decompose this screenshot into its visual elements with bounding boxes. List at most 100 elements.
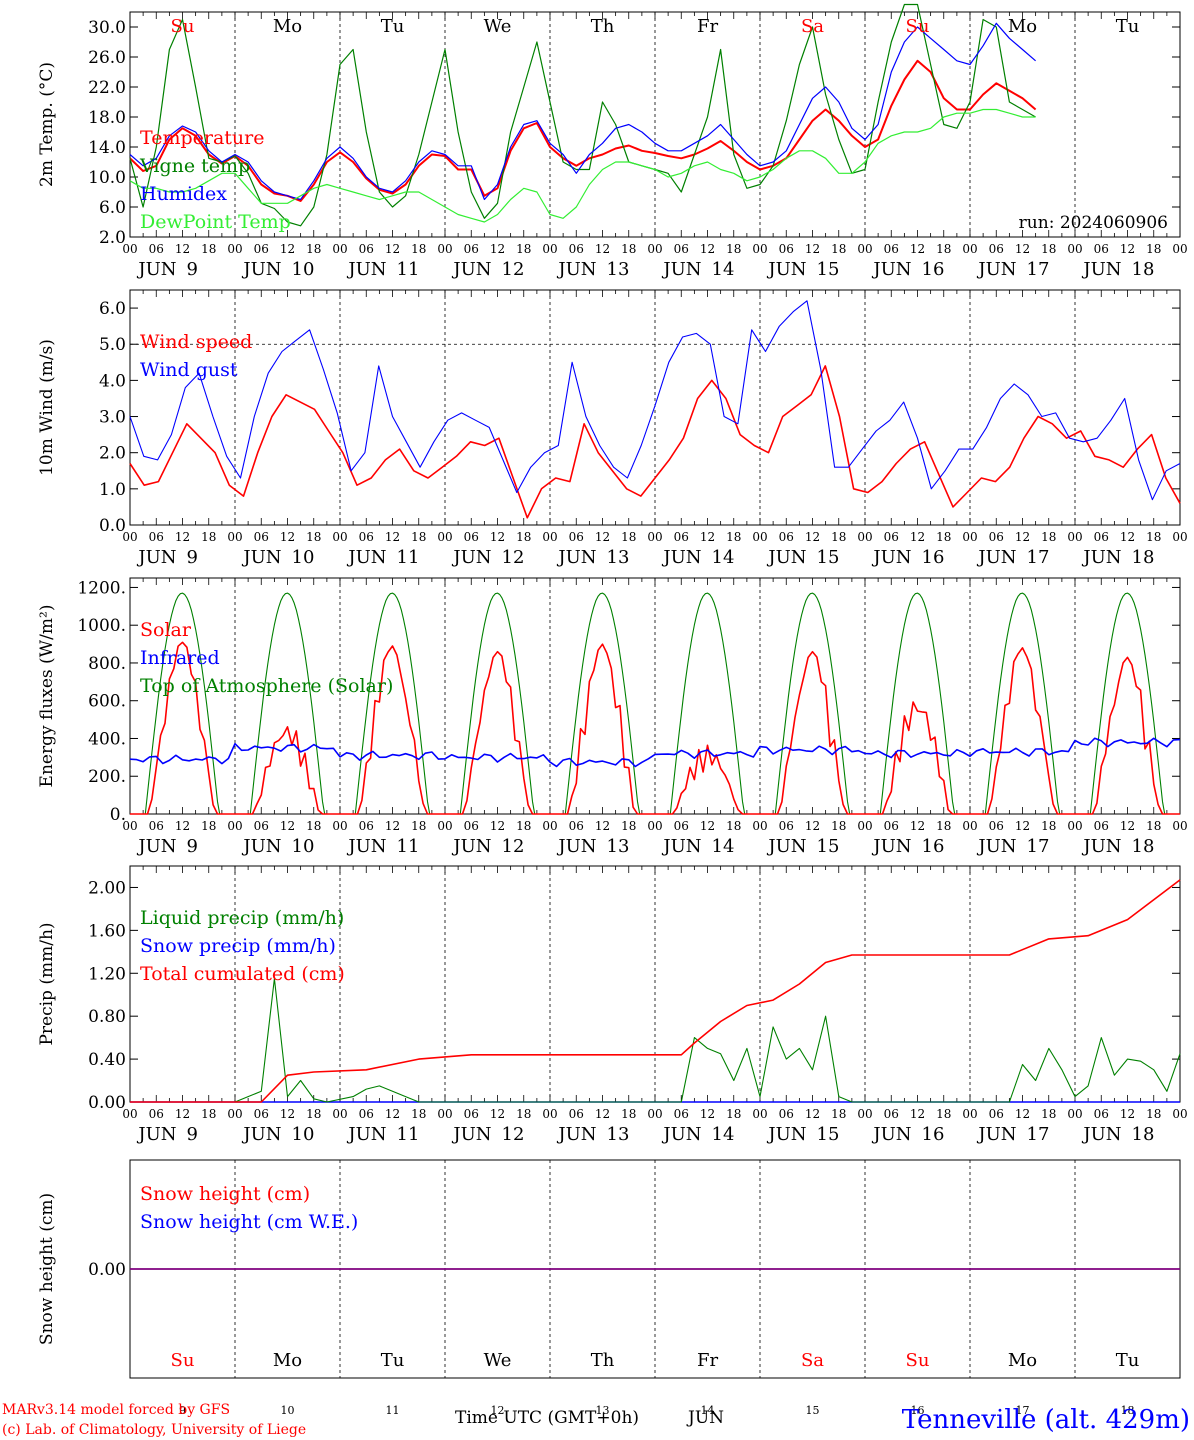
weekday-label-top: Th xyxy=(591,16,615,37)
day-month-label: JUN xyxy=(766,547,806,568)
hour-tick-label: 00 xyxy=(542,1107,557,1121)
day-month-label: JUN xyxy=(661,259,701,280)
day-number-label: 10 xyxy=(292,1124,315,1145)
day-month-label: JUN xyxy=(661,836,701,857)
day-number-label: 12 xyxy=(502,547,525,568)
day-month-label: JUN xyxy=(871,1124,911,1145)
day-month-label: JUN xyxy=(766,259,806,280)
series-temperature xyxy=(129,59,1037,202)
hour-tick-label: 18 xyxy=(831,242,846,256)
hour-tick-label: 00 xyxy=(647,819,662,833)
hour-tick-label: 00 xyxy=(1172,530,1187,544)
hour-tick-label: 12 xyxy=(910,819,925,833)
day-number-label: 15 xyxy=(817,547,840,568)
hour-tick-label: 18 xyxy=(831,1107,846,1121)
y-tick-label: 30.0 xyxy=(88,18,126,38)
hour-tick-label: 00 xyxy=(122,242,137,256)
hour-tick-label: 06 xyxy=(674,1107,689,1121)
day-number-label: 14 xyxy=(712,547,735,568)
hour-tick-label: 18 xyxy=(411,1107,426,1121)
legend-1-3: Humidex xyxy=(140,183,227,205)
hour-tick-label: 18 xyxy=(1146,242,1161,256)
weekday-label-bottom: Sa xyxy=(801,1350,824,1371)
day-month-label: JUN xyxy=(241,1124,281,1145)
hour-tick-label: 18 xyxy=(516,1107,531,1121)
series-vigne-temp xyxy=(129,3,1036,227)
day-month-label: JUN xyxy=(556,547,596,568)
weekday-label-top: Mo xyxy=(1008,16,1037,37)
hour-tick-label: 06 xyxy=(884,530,899,544)
legend-1-1: Temperature xyxy=(140,127,264,149)
day-number-label: 11 xyxy=(397,259,420,280)
hour-tick-label: 06 xyxy=(254,242,269,256)
hour-tick-label: 00 xyxy=(1172,242,1187,256)
hour-tick-label: 00 xyxy=(332,1107,347,1121)
day-month-label: JUN xyxy=(1081,836,1121,857)
hour-tick-label: 06 xyxy=(779,819,794,833)
y-tick-label: 2.0 xyxy=(99,228,126,248)
y-tick-label: 3.0 xyxy=(99,408,126,428)
day-number-label: 10 xyxy=(292,259,315,280)
hour-tick-label: 12 xyxy=(700,530,715,544)
y-tick-label: 1000. xyxy=(77,616,126,636)
y-tick-label: 0.0 xyxy=(99,516,126,536)
series-total-cumulated xyxy=(130,879,1181,1103)
hour-tick-label: 00 xyxy=(437,242,452,256)
y-axis-label: 10m Wind (m/s) xyxy=(37,339,57,476)
hour-tick-label: 00 xyxy=(332,530,347,544)
credit-line-2: (c) Lab. of Climatology, University of L… xyxy=(2,1422,306,1438)
hour-tick-label: 18 xyxy=(201,1107,216,1121)
hour-tick-label: 00 xyxy=(542,242,557,256)
day-number-label: 10 xyxy=(281,1404,295,1417)
hour-tick-label: 18 xyxy=(1041,819,1056,833)
run-label: run: 2024060906 xyxy=(1019,213,1168,233)
hour-tick-label: 00 xyxy=(857,819,872,833)
day-number-label: 9 xyxy=(187,259,198,280)
day-month-label: JUN xyxy=(766,1124,806,1145)
hour-tick-label: 00 xyxy=(227,530,242,544)
legend-2-2: Wind gust xyxy=(140,359,238,381)
day-number-label: 15 xyxy=(817,836,840,857)
hour-tick-label: 00 xyxy=(752,819,767,833)
hour-tick-label: 06 xyxy=(464,530,479,544)
hour-tick-label: 12 xyxy=(1015,242,1030,256)
weekday-label-bottom: Mo xyxy=(273,1350,302,1371)
day-month-label: JUN xyxy=(241,259,281,280)
hour-tick-label: 00 xyxy=(437,530,452,544)
weekday-label-bottom: Tu xyxy=(381,1350,405,1371)
day-number-label: 13 xyxy=(607,836,630,857)
hour-tick-label: 18 xyxy=(726,530,741,544)
day-month-label: JUN xyxy=(976,1124,1016,1145)
hour-tick-label: 12 xyxy=(1120,242,1135,256)
day-month-label: JUN xyxy=(976,259,1016,280)
hour-tick-label: 18 xyxy=(726,1107,741,1121)
hour-tick-label: 12 xyxy=(175,530,190,544)
hour-tick-label: 00 xyxy=(857,1107,872,1121)
day-month-label: JUN xyxy=(661,1124,701,1145)
hour-tick-label: 00 xyxy=(962,1107,977,1121)
hour-tick-label: 18 xyxy=(1041,242,1056,256)
day-month-label: JUN xyxy=(136,836,176,857)
hour-tick-label: 06 xyxy=(359,819,374,833)
hour-tick-label: 00 xyxy=(542,530,557,544)
day-month-label: JUN xyxy=(976,547,1016,568)
hour-tick-label: 06 xyxy=(1094,1107,1109,1121)
hour-tick-label: 12 xyxy=(280,819,295,833)
weekday-label-top: Tu xyxy=(1116,16,1140,37)
legend-5-1: Snow height (cm) xyxy=(140,1183,310,1205)
hour-tick-label: 12 xyxy=(280,530,295,544)
day-number-label: 14 xyxy=(712,259,735,280)
day-month-label: JUN xyxy=(1081,547,1121,568)
weekday-label-top: Sa xyxy=(801,16,824,37)
y-tick-label: 1.60 xyxy=(88,921,126,941)
day-number-label: 12 xyxy=(502,1124,525,1145)
day-number-label: 9 xyxy=(187,1124,198,1145)
hour-tick-label: 12 xyxy=(1120,1107,1135,1121)
hour-tick-label: 00 xyxy=(1067,819,1082,833)
day-number-label: 16 xyxy=(922,836,945,857)
hour-tick-label: 12 xyxy=(805,1107,820,1121)
hour-tick-label: 00 xyxy=(122,1107,137,1121)
day-month-label: JUN xyxy=(556,259,596,280)
hour-tick-label: 18 xyxy=(621,530,636,544)
hour-tick-label: 06 xyxy=(989,819,1004,833)
